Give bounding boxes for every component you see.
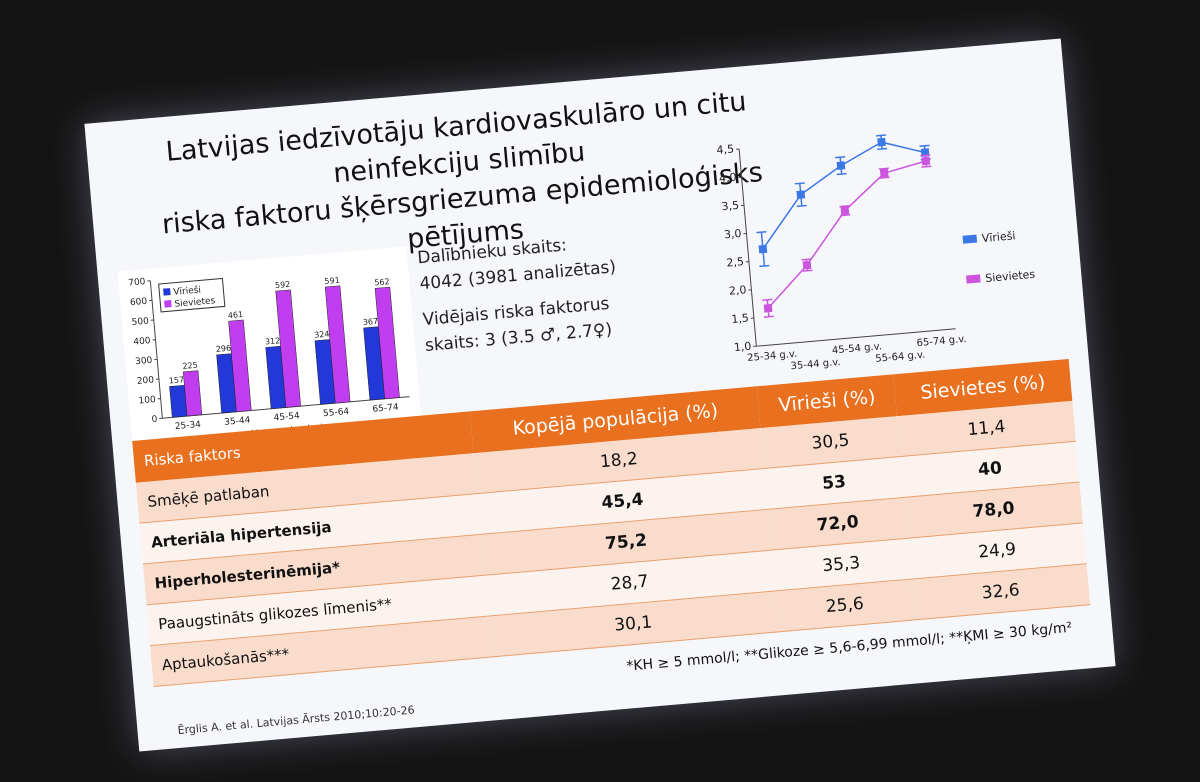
line-chart: 1,0 1,5 2,0 2,5 3,0 3,5 4,0 4,5 25-34 g.v.35-44 … xyxy=(716,134,1036,372)
point xyxy=(879,168,889,178)
axis xyxy=(738,148,757,347)
legend-box xyxy=(158,277,226,313)
y-tick-label: 2,5 xyxy=(726,255,745,269)
data-label: 367 xyxy=(363,317,379,327)
y-tick-label: 1,0 xyxy=(733,340,752,354)
x-tick-label: 65-74 g.v. xyxy=(916,334,967,349)
bar xyxy=(182,370,203,417)
x-tick-label: 25-34 g.v. xyxy=(747,349,798,364)
data-label: 461 xyxy=(227,310,243,320)
data-label: 592 xyxy=(275,280,291,290)
y-tick-label: 4,5 xyxy=(716,142,735,156)
y-tick-label: 500 xyxy=(131,316,149,327)
data-label: 296 xyxy=(215,344,231,354)
legend-label: Sievietes xyxy=(985,268,1036,285)
point xyxy=(796,190,806,199)
y-tick-label: 0 xyxy=(151,415,158,425)
y-tick-label: 400 xyxy=(133,336,151,347)
bar-chart: 0 100 200 300 400 500 600 700 25-34 157 225 35-44 29… xyxy=(117,246,423,461)
axis xyxy=(149,280,163,419)
bar xyxy=(275,289,301,408)
y-tick-label: 100 xyxy=(138,395,156,406)
y-tick-label: 600 xyxy=(130,297,148,308)
y-tick-label: 1,5 xyxy=(731,311,750,325)
data-label: 157 xyxy=(168,375,184,385)
legend-label: Vīrieši xyxy=(173,284,201,297)
legend-swatch xyxy=(965,274,981,284)
point xyxy=(877,137,886,147)
legend-swatch xyxy=(164,300,172,308)
point xyxy=(763,303,773,313)
y-tick-label: 300 xyxy=(135,356,153,367)
data-label: 324 xyxy=(314,329,330,339)
x-tick-label: 35-44 xyxy=(224,416,251,428)
slide: Latvijas iedzīvotāju kardiovaskulāro un … xyxy=(84,38,1116,752)
x-tick-label: 65-74 xyxy=(372,403,399,415)
y-tick-label: 3,0 xyxy=(723,227,742,241)
legend-label: Vīrieši xyxy=(981,229,1016,245)
data-label: 225 xyxy=(182,361,198,371)
point xyxy=(802,260,812,270)
point xyxy=(840,206,850,216)
bar xyxy=(228,319,252,413)
axis xyxy=(756,328,956,347)
x-tick-label: 45-54 xyxy=(273,411,300,423)
x-tick-label: 45-54 g.v. xyxy=(832,341,883,356)
y-tick-label: 2,0 xyxy=(728,283,747,297)
y-tick-label: 200 xyxy=(136,375,154,386)
bar xyxy=(374,286,400,400)
legend-swatch xyxy=(163,288,171,296)
data-label: 312 xyxy=(265,336,281,346)
bar xyxy=(324,285,351,404)
series-line xyxy=(762,141,926,250)
data-label: 562 xyxy=(374,277,390,287)
info: Dalībnieku skaits: 4042 (3981 analizētas… xyxy=(416,228,622,359)
x-tick-label: 55-64 g.v. xyxy=(875,350,926,365)
y-tick-label: 3,5 xyxy=(721,199,740,213)
point xyxy=(758,244,768,254)
point xyxy=(836,161,846,170)
y-tick-label: 700 xyxy=(128,277,146,288)
source: Ērglis A. et al. Latvijas Ārsts 2010;10:… xyxy=(177,703,416,738)
x-tick-label: 35-44 g.v. xyxy=(790,357,841,372)
x-tick-label: 25-34 xyxy=(174,420,201,432)
y-tick-label: 4,0 xyxy=(719,171,738,185)
bar xyxy=(169,384,188,418)
x-tick-label: 55-64 xyxy=(323,407,350,419)
point xyxy=(921,156,931,166)
data-label: 591 xyxy=(324,276,340,286)
legend-swatch xyxy=(962,234,978,244)
series-line xyxy=(767,160,927,309)
legend-label: Sievietes xyxy=(174,296,216,310)
